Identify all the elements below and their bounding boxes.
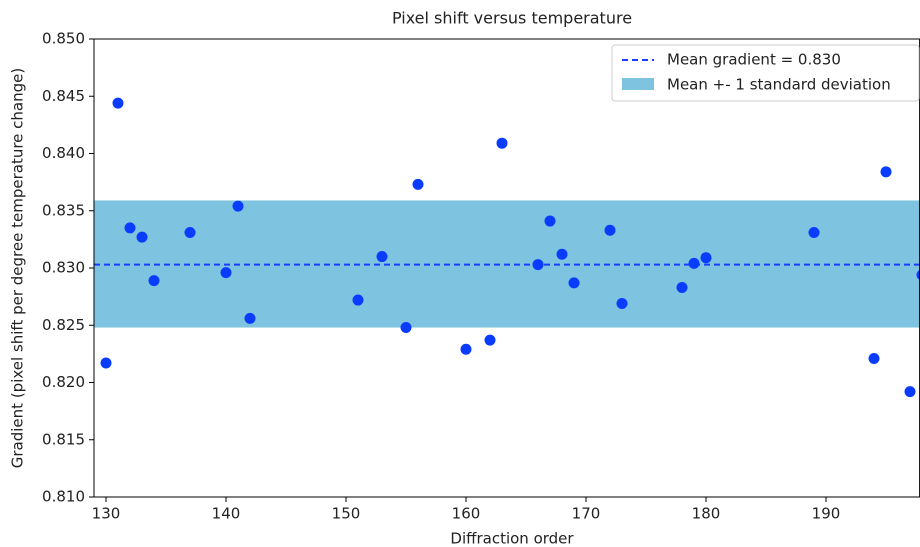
legend-box (611, 44, 920, 102)
x-tick-label: 190 (812, 505, 841, 523)
data-point (496, 137, 508, 149)
x-axis-label: Diffraction order (450, 530, 574, 547)
data-point (868, 352, 880, 364)
data-point (376, 251, 388, 263)
y-tick-label: 0.840 (42, 144, 85, 162)
y-tick-label: 0.830 (42, 259, 85, 277)
data-point (220, 267, 232, 279)
data-point (100, 357, 112, 369)
data-point (136, 231, 148, 243)
legend-label: Mean gradient = 0.830 (667, 51, 841, 69)
data-point (880, 166, 892, 178)
y-tick-label: 0.845 (42, 87, 85, 105)
y-tick-label: 0.835 (42, 201, 85, 219)
legend-label: Mean +- 1 standard deviation (667, 76, 891, 94)
x-tick-label: 150 (332, 505, 361, 523)
data-point (184, 227, 196, 239)
y-tick-label: 0.825 (42, 316, 85, 334)
data-point (604, 224, 616, 236)
data-point (616, 297, 628, 309)
data-point (700, 252, 712, 264)
data-point (532, 259, 544, 271)
legend: Mean gradient = 0.830 Mean +- 1 standard … (611, 44, 920, 102)
y-tick-label: 0.820 (42, 373, 85, 391)
x-tick-label: 160 (452, 505, 481, 523)
data-point (244, 312, 256, 324)
y-tick-label: 0.810 (42, 488, 85, 506)
data-point (568, 277, 580, 289)
legend-swatch-band (622, 78, 654, 90)
data-point (352, 294, 364, 306)
y-tick-label: 0.815 (42, 430, 85, 448)
data-point (148, 275, 160, 287)
data-point (808, 227, 820, 239)
x-tick-label: 140 (212, 505, 241, 523)
data-point (460, 343, 472, 355)
y-axis-label: Gradient (pixel shift per degree tempera… (9, 68, 27, 468)
chart-title: Pixel shift versus temperature (392, 9, 632, 28)
x-tick-label: 180 (692, 505, 721, 523)
data-point (232, 200, 244, 212)
data-point (124, 222, 136, 234)
data-point (412, 178, 424, 190)
x-tick-label: 170 (572, 505, 601, 523)
y-tick-label: 0.850 (42, 30, 85, 48)
data-point (676, 281, 688, 293)
data-point (484, 334, 496, 346)
data-point (904, 386, 916, 398)
data-point (544, 215, 556, 227)
data-point (556, 248, 568, 260)
axes: 130 140 150 160 170 180 190 0.810 0.815 0.820 0.82… (42, 30, 920, 523)
data-point (688, 257, 700, 269)
data-point (112, 97, 124, 109)
data-point (400, 322, 412, 334)
x-tick-label: 130 (92, 505, 121, 523)
plot-area (94, 97, 920, 398)
